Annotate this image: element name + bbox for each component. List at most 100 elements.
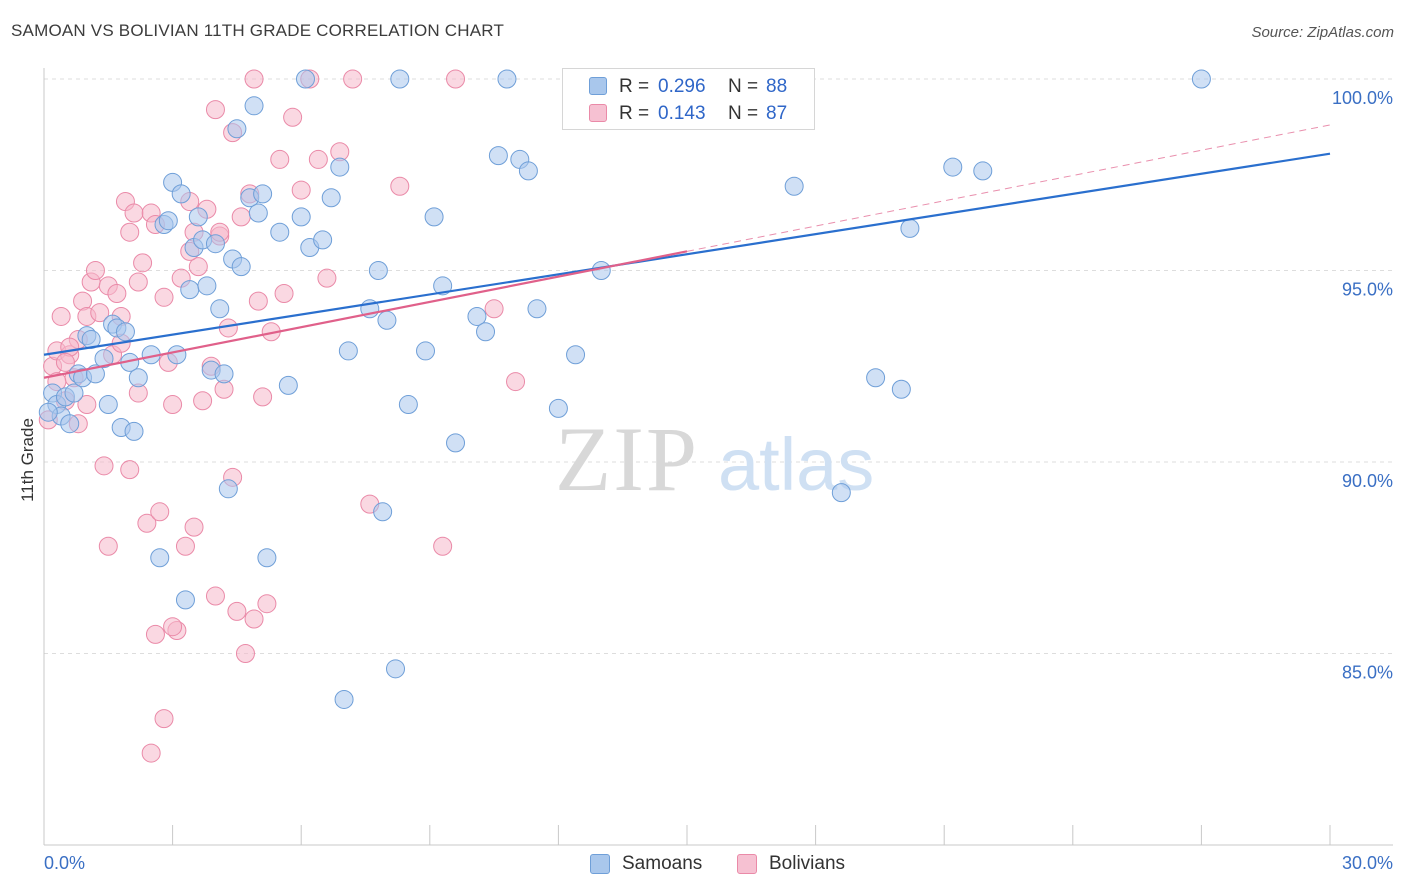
- bolivian-point: [235, 644, 255, 663]
- samoan-point: [784, 176, 804, 196]
- samoan-point: [1191, 69, 1211, 89]
- samoan-point: [467, 306, 487, 326]
- y-axis-label: 11th Grade: [18, 418, 37, 502]
- bolivian-point: [343, 69, 363, 89]
- bolivian-points: [38, 69, 526, 763]
- n-value: 88: [766, 76, 788, 97]
- samoan-point: [171, 184, 191, 204]
- samoan-point: [197, 276, 217, 296]
- gridlines: [44, 78, 1393, 654]
- bolivian-point: [120, 222, 140, 242]
- trend-lines: [43, 124, 1331, 379]
- samoan-point: [270, 222, 290, 242]
- bolivian-point: [145, 624, 165, 644]
- bolivian-point: [446, 69, 466, 89]
- x-tick-label: 0.0%: [44, 853, 85, 873]
- samoan-point: [518, 161, 538, 181]
- samoan-point: [158, 211, 178, 231]
- bolivian-point: [124, 203, 144, 223]
- r-value: 0.296: [658, 76, 706, 97]
- bolivian-point: [308, 149, 328, 169]
- bolivian-point: [253, 387, 273, 407]
- r-value: 0.143: [658, 103, 706, 124]
- samoan-point: [831, 483, 851, 503]
- samoan-point: [548, 398, 568, 418]
- samoan-point: [64, 383, 84, 403]
- samoan-point: [214, 364, 234, 384]
- y-tick-label: 100.0%: [1332, 88, 1393, 108]
- samoan-point: [278, 375, 298, 395]
- samoan-points: [38, 69, 1211, 709]
- bolivian-point: [433, 536, 453, 556]
- samoan-point: [497, 69, 517, 89]
- r-label: R =: [619, 76, 650, 97]
- bolivian-point: [257, 594, 277, 614]
- bolivian-point: [274, 283, 294, 303]
- samoan-point: [338, 341, 358, 361]
- n-value: 87: [766, 103, 788, 124]
- x-tick-label: 30.0%: [1342, 853, 1393, 873]
- samoan-point: [94, 349, 114, 369]
- samoan-point: [476, 322, 496, 342]
- samoan-point: [313, 230, 333, 250]
- bolivian-point: [283, 107, 303, 127]
- samoan-point: [446, 433, 466, 453]
- bolivian-point: [94, 456, 114, 476]
- r-label: R =: [619, 103, 650, 124]
- bolivian-point: [175, 536, 195, 556]
- bolivian-point: [120, 460, 140, 480]
- source-label: Source: ZipAtlas.com: [1251, 24, 1394, 41]
- stats-legend: R = 0.296 N = 88 R = 0.143 N = 87: [562, 68, 815, 130]
- samoan-point: [175, 590, 195, 610]
- samoan-point: [227, 119, 247, 139]
- y-tick-label: 95.0%: [1342, 280, 1393, 300]
- samoan-point: [218, 479, 238, 499]
- samoan-point: [167, 345, 187, 365]
- samoan-point: [386, 659, 406, 679]
- samoan-point: [188, 207, 208, 227]
- samoan-point: [38, 402, 58, 422]
- legend-label: Samoans: [622, 853, 703, 874]
- bolivian-point: [55, 352, 75, 372]
- bolivian-trend-extension: [686, 124, 1331, 252]
- watermark-atlas: atlas: [718, 423, 874, 506]
- samoan-point: [866, 368, 886, 388]
- samoan-point: [943, 157, 963, 177]
- bolivian-point: [317, 268, 337, 288]
- legend-label: Bolivians: [769, 853, 846, 874]
- samoan-point: [180, 280, 200, 300]
- bolivian-point: [154, 287, 174, 307]
- samoan-point: [891, 379, 911, 399]
- bolivian-point: [150, 502, 170, 522]
- bolivian-point: [128, 272, 148, 292]
- bolivian-point: [133, 253, 153, 273]
- samoan-point: [210, 299, 230, 319]
- samoan-point: [488, 146, 508, 166]
- samoan-point: [433, 276, 453, 296]
- samoan-point: [257, 548, 277, 568]
- samoan-point: [115, 322, 135, 342]
- samoan-point: [566, 345, 586, 365]
- bolivian-point: [205, 586, 225, 606]
- samoan-point: [231, 257, 251, 277]
- bolivian-point: [291, 180, 311, 200]
- samoan-swatch: [589, 77, 607, 95]
- samoan-point: [527, 299, 547, 319]
- samoan-point: [321, 188, 341, 208]
- samoan-point: [248, 203, 268, 223]
- bolivian-point: [193, 391, 213, 411]
- samoan-point: [244, 96, 264, 116]
- samoan-point: [291, 207, 311, 227]
- bolivian-point: [154, 709, 174, 729]
- samoan-point: [368, 261, 388, 280]
- samoan-point: [60, 414, 80, 434]
- samoan-point: [398, 395, 418, 415]
- n-label: N =: [728, 76, 759, 97]
- samoan-point: [253, 184, 273, 204]
- stats-row-samoan: R = 0.296 N = 88: [563, 74, 814, 100]
- bolivian-point: [231, 207, 251, 227]
- bolivian-point: [270, 149, 290, 169]
- samoan-point: [416, 341, 436, 361]
- chart-title: SAMOAN VS BOLIVIAN 11TH GRADE CORRELATIO…: [11, 21, 505, 40]
